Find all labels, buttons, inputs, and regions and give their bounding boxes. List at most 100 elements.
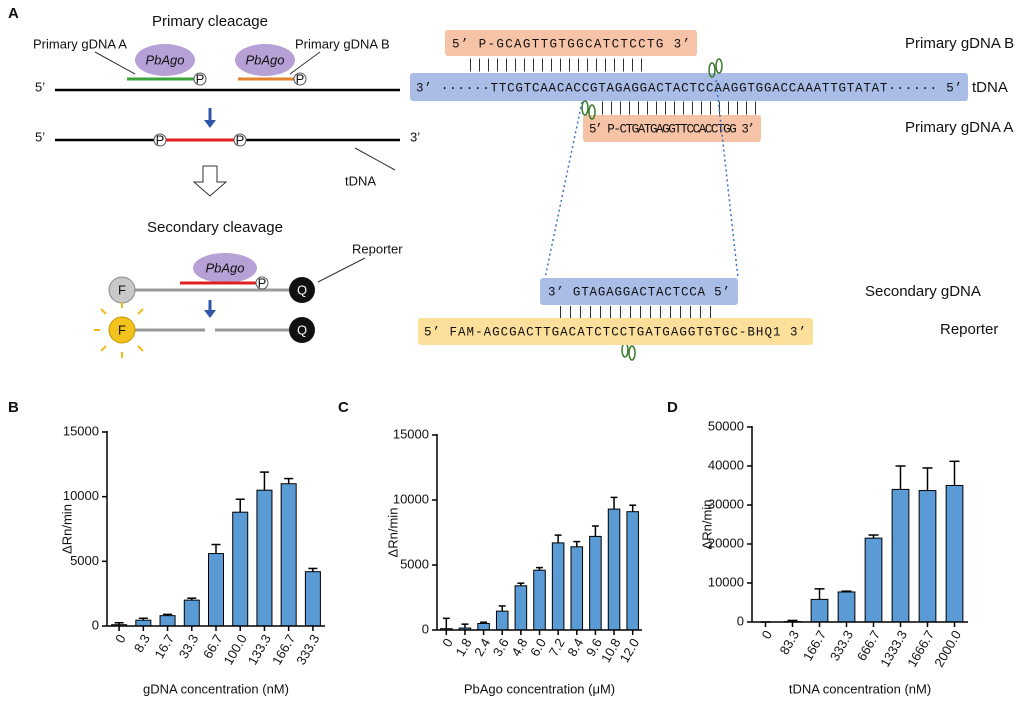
reporter-label: Reporter <box>352 241 403 256</box>
y-tick-label: 0 <box>422 621 429 636</box>
phosphate-label: P <box>296 71 305 86</box>
pointer <box>354 147 396 171</box>
name-secondary: Secondary gDNA <box>865 283 981 300</box>
phosphate-label: P <box>156 132 165 147</box>
bar <box>607 508 621 631</box>
bar <box>477 623 490 631</box>
phosphate <box>255 276 269 290</box>
panel-letter: C <box>338 399 349 416</box>
tdna-label: tDNA <box>345 173 376 188</box>
quencher-label: Q <box>297 322 307 337</box>
x-tick-label: 83.3 <box>776 628 802 657</box>
enzyme-label: PbAgo <box>245 52 284 67</box>
y-tick-label: 40000 <box>708 457 744 472</box>
phosphate-label: P <box>258 275 267 290</box>
seq-gdna-a: 5’ P-CTGATGAGGTTCCACCTGG 3’ <box>589 122 755 136</box>
tdna-box <box>410 73 968 101</box>
strand-end: 3’ <box>410 129 420 144</box>
bar <box>810 598 829 623</box>
seq-reporter: 5’ FAM-AGCGACTTGACATCTCCTGATGAGGTGTGC-BH… <box>424 325 806 339</box>
y-tick-label: 10000 <box>393 491 429 506</box>
glow <box>94 302 144 358</box>
quencher <box>289 317 315 343</box>
y-axis-label: ΔRn/min <box>59 504 74 554</box>
bar <box>570 546 584 631</box>
fluor-label: F <box>118 322 126 337</box>
schematic: Primary cleacage Primary gDNA A Primary … <box>33 13 420 358</box>
bar <box>551 542 565 631</box>
hollow-arrow <box>192 165 228 197</box>
bar <box>533 569 546 631</box>
guide-line <box>544 101 583 279</box>
gdna-a-label: Primary gDNA A <box>33 36 127 51</box>
phosphate <box>153 133 167 147</box>
x-tick-label: 166.7 <box>800 628 829 664</box>
bar <box>280 483 297 627</box>
x-tick-label: 2000.0 <box>931 628 964 670</box>
pointer <box>289 51 321 75</box>
x-axis-label: PbAgo concentration (μM) <box>464 681 615 696</box>
enzyme-label: PbAgo <box>145 52 184 67</box>
primary-title: Primary cleacage <box>152 13 268 30</box>
bar <box>514 585 528 631</box>
name-tdna: tDNA <box>972 79 1008 96</box>
x-tick-label: 333.3 <box>293 632 322 668</box>
bar <box>589 535 602 631</box>
y-tick-label: 15000 <box>63 423 99 438</box>
x-tick-label: 333.3 <box>827 628 856 664</box>
enzyme <box>135 44 195 76</box>
x-tick-label: 6.0 <box>527 636 549 659</box>
bar <box>837 591 856 623</box>
x-tick-label: 7.2 <box>546 636 568 659</box>
y-axis-label: ΔRn/min <box>699 500 714 550</box>
y-tick-label: 20000 <box>708 535 744 550</box>
phosphate <box>293 72 307 86</box>
bar <box>207 553 225 627</box>
fluor <box>108 316 136 344</box>
y-axis-label: ΔRn/min <box>385 508 400 558</box>
pointer <box>94 51 136 75</box>
enzyme-label: PbAgo <box>205 260 244 275</box>
y-tick-label: 50000 <box>708 418 744 433</box>
enzyme <box>193 253 257 283</box>
x-tick-label: 1.8 <box>453 636 475 659</box>
bar <box>495 610 509 631</box>
sequences: 5’ P-GCAGTTGTGGCATCTCCTG 3’ 3’ ······TTC… <box>410 30 1014 361</box>
x-tick-label: 12.0 <box>617 636 643 665</box>
phosphate <box>233 133 247 147</box>
panel-letter: B <box>8 399 19 416</box>
guide-line <box>715 79 739 279</box>
gdna-b-label: Primary gDNA B <box>295 36 390 51</box>
x-tick-label: 133.3 <box>245 632 274 668</box>
enzyme <box>235 44 295 76</box>
quencher <box>289 277 315 303</box>
secondary-title: Secondary cleavage <box>147 219 283 236</box>
bar <box>864 537 883 623</box>
y-tick-label: 5000 <box>70 553 99 568</box>
x-tick-label: 0 <box>758 628 775 642</box>
seq-secondary: 3’ GTAGAGGACTACTCCA 5’ <box>548 285 730 299</box>
x-tick-label: 0 <box>112 632 129 646</box>
secondary-box <box>540 278 738 305</box>
arrow <box>204 310 216 318</box>
bar <box>918 490 937 623</box>
x-tick-label: 100.0 <box>221 632 250 668</box>
panel-letter: A <box>8 5 19 22</box>
bar <box>304 571 321 627</box>
gdna-b-box <box>445 30 697 56</box>
reporter-box <box>418 318 813 345</box>
bar <box>891 488 910 623</box>
phosphate-label: P <box>236 132 245 147</box>
x-tick-label: 0 <box>439 636 456 650</box>
bar <box>945 485 964 623</box>
x-axis-label: tDNA concentration (nM) <box>789 681 931 696</box>
strand-end: 5’ <box>35 129 45 144</box>
arrow <box>204 120 216 128</box>
bar <box>232 511 249 627</box>
name-gdna-b: Primary gDNA B <box>905 35 1014 52</box>
name-gdna-a: Primary gDNA A <box>905 119 1013 136</box>
y-tick-label: 0 <box>737 613 744 628</box>
y-tick-label: 15000 <box>393 426 429 441</box>
bar <box>183 599 200 627</box>
